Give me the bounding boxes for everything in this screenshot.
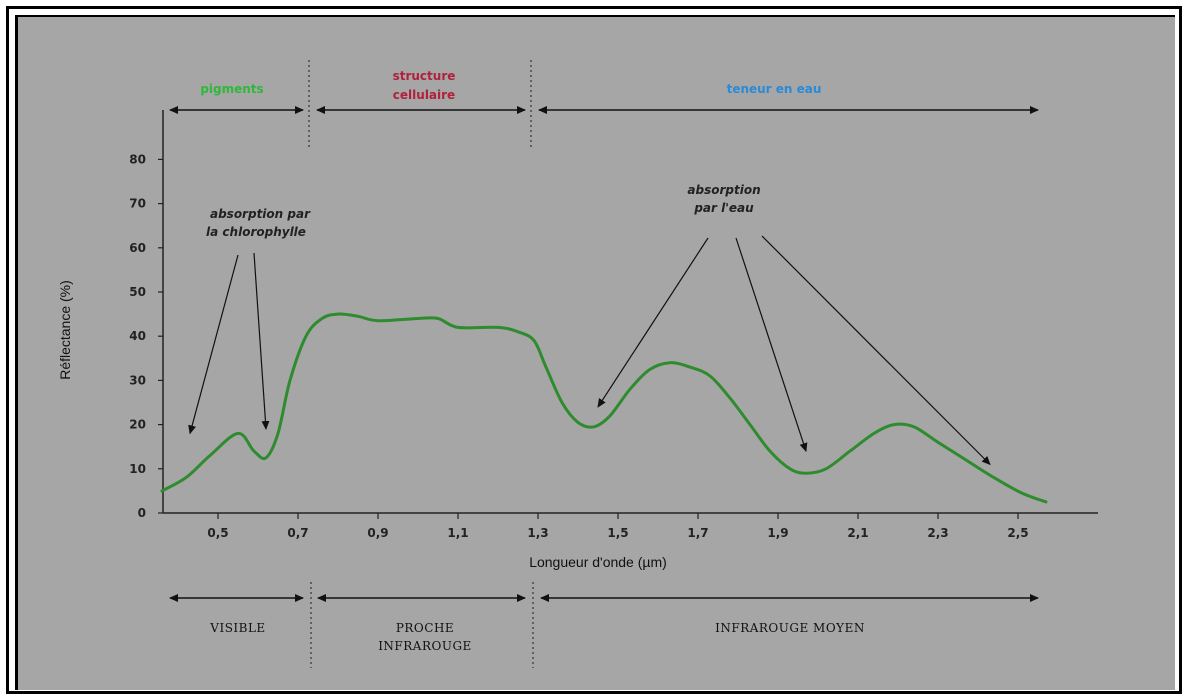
annotation-arrow — [735, 237, 808, 453]
x-tick-label: 0,7 — [287, 526, 308, 540]
annotation-arrow — [188, 254, 239, 435]
y-tick-label: 70 — [129, 197, 146, 211]
x-tick-label: 2,5 — [1007, 526, 1028, 540]
y-tick-label: 10 — [129, 462, 146, 476]
x-tick-label: 1,1 — [447, 526, 468, 540]
y-axis-label: Réflectance (%) — [57, 280, 73, 380]
annotation-eau-2: par l'eau — [693, 201, 754, 215]
annotation-arrow — [597, 237, 709, 408]
chart-panel — [15, 15, 1175, 690]
band-label-structure-1: structure — [393, 69, 456, 83]
y-tick-label: 40 — [129, 329, 146, 343]
x-tick-label: 1,7 — [687, 526, 708, 540]
y-tick-label: 0 — [138, 506, 146, 520]
region-label-proche-2: INFRAROUGE — [378, 639, 472, 653]
x-tick-label: 1,5 — [607, 526, 628, 540]
region-label-proche-1: PROCHE — [396, 621, 454, 635]
x-tick-label: 0,9 — [367, 526, 388, 540]
y-tick-label: 50 — [129, 285, 146, 299]
x-tick-label: 2,3 — [927, 526, 948, 540]
x-tick-label: 1,9 — [767, 526, 788, 540]
reflectance-curve — [160, 312, 1048, 504]
annotation-chlorophylle-1: absorption par — [210, 207, 311, 221]
band-label-eau: teneur en eau — [727, 82, 822, 96]
y-tick-label: 30 — [129, 373, 146, 387]
y-tick-label: 60 — [129, 241, 146, 255]
annotation-arrows — [188, 235, 991, 466]
annotation-chlorophylle-2: la chlorophylle — [206, 225, 306, 239]
annotation-arrow — [761, 235, 991, 466]
x-tick-label: 1,3 — [527, 526, 548, 540]
annotation-arrow — [253, 252, 270, 431]
y-tick-label: 80 — [129, 152, 146, 166]
region-label-visible: VISIBLE — [209, 621, 265, 635]
band-label-pigments: pigments — [200, 82, 263, 96]
region-label-moyen: INFRAROUGE MOYEN — [715, 621, 865, 635]
x-axis-label: Longueur d'onde (µm) — [529, 554, 667, 570]
annotation-eau-1: absorption — [687, 183, 760, 197]
x-tick-label: 0,5 — [207, 526, 228, 540]
x-ticks: 0,5 0,7 0,9 1,1 1,3 1,5 1,7 1,9 2,1 2,3 2,5 — [207, 513, 1029, 540]
band-label-structure-2: cellulaire — [393, 88, 455, 102]
y-ticks: 0 10 20 30 40 50 60 70 80 — [129, 152, 163, 520]
y-tick-label: 20 — [129, 418, 146, 432]
x-tick-label: 2,1 — [847, 526, 868, 540]
